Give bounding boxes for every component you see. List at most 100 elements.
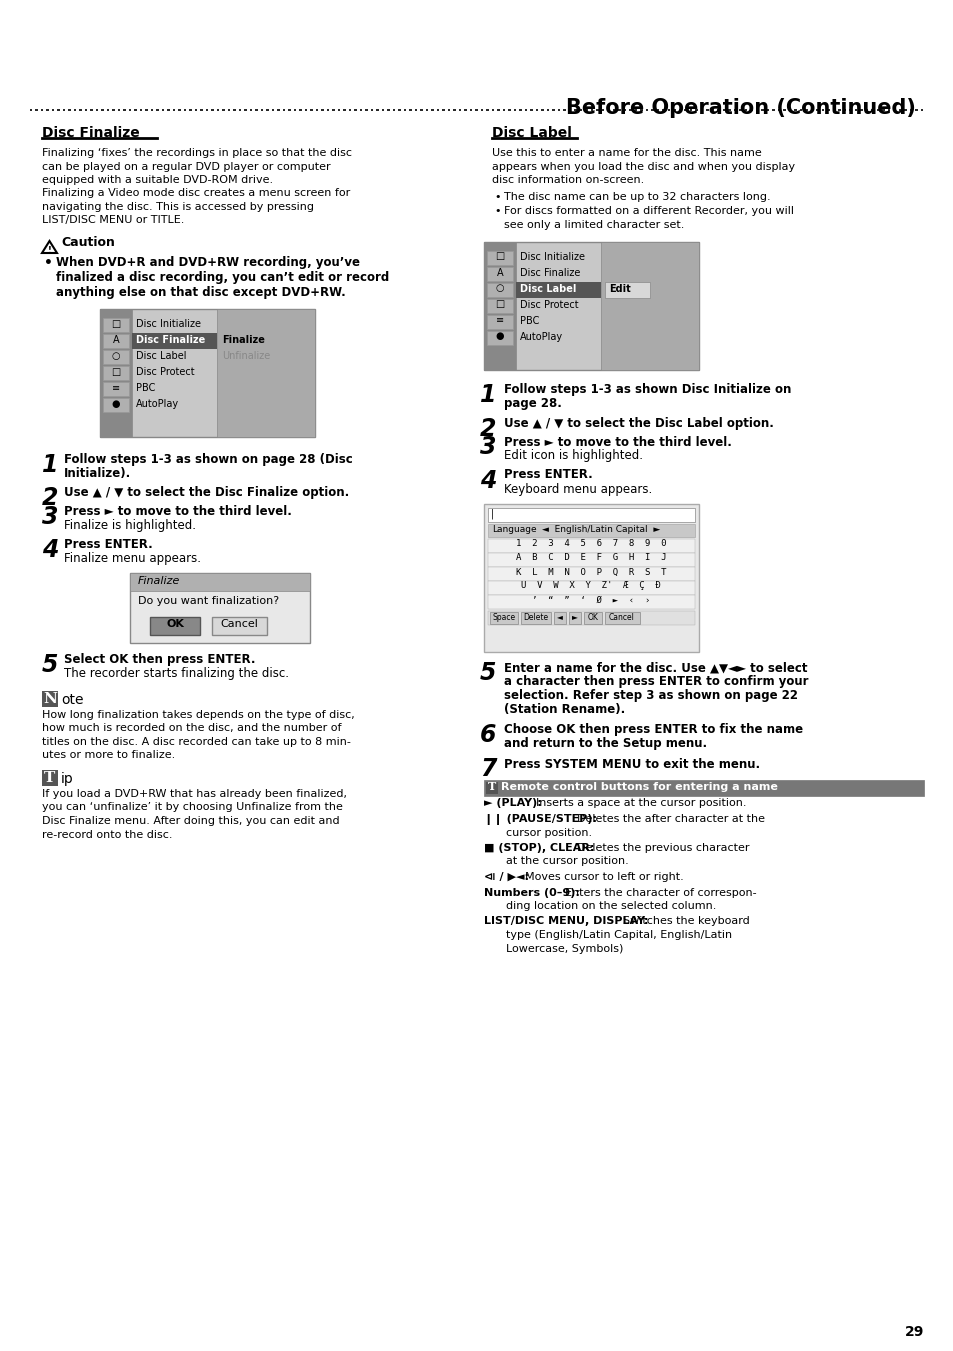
Text: 4: 4: [42, 538, 58, 562]
Text: ≡: ≡: [496, 316, 503, 326]
Text: Choose OK then press ENTER to fix the name: Choose OK then press ENTER to fix the na…: [503, 724, 802, 736]
Bar: [103, 317, 129, 332]
Text: Remote control buttons for entering a name: Remote control buttons for entering a na…: [500, 781, 777, 792]
Text: 5: 5: [42, 653, 58, 677]
Text: Deletes the previous character: Deletes the previous character: [577, 843, 748, 852]
Bar: [488, 539, 695, 553]
Text: Disc Label: Disc Label: [136, 351, 186, 361]
Text: ote: ote: [61, 693, 84, 707]
Text: appears when you load the disc and when you display: appears when you load the disc and when …: [492, 162, 794, 172]
Text: Finalize: Finalize: [222, 335, 265, 345]
Text: a character then press ENTER to confirm your: a character then press ENTER to confirm …: [503, 676, 807, 689]
Bar: [486, 266, 513, 281]
Bar: [488, 508, 695, 521]
Text: Caution: Caution: [61, 236, 114, 249]
Text: ip: ip: [61, 771, 73, 786]
Text: see only a limited character set.: see only a limited character set.: [503, 220, 683, 230]
Bar: [486, 315, 513, 328]
Text: 6: 6: [479, 724, 496, 747]
Text: Cancel: Cancel: [220, 619, 257, 630]
Text: Disc Initialize: Disc Initialize: [136, 319, 201, 330]
Text: Disc Protect: Disc Protect: [136, 367, 194, 377]
Text: K  L  M  N  O  P  Q  R  S  T: K L M N O P Q R S T: [516, 567, 665, 577]
Text: Follow steps 1-3 as shown on page 28 (Disc: Follow steps 1-3 as shown on page 28 (Di…: [64, 453, 353, 466]
Text: 1: 1: [479, 384, 496, 408]
Bar: [42, 770, 58, 786]
Bar: [483, 780, 923, 796]
Text: Disc Finalize: Disc Finalize: [136, 335, 205, 345]
Bar: [103, 366, 129, 380]
Text: U  V  W  X  Y  Z'  Æ  Ç  Ð: U V W X Y Z' Æ Ç Ð: [520, 581, 660, 590]
Bar: [604, 612, 639, 624]
Text: ❙❙ (PAUSE/STEP):: ❙❙ (PAUSE/STEP):: [483, 815, 597, 825]
Text: Before Operation (Continued): Before Operation (Continued): [565, 99, 915, 118]
Text: Delete: Delete: [523, 612, 548, 621]
Text: titles on the disc. A disc recorded can take up to 8 min-: titles on the disc. A disc recorded can …: [42, 738, 351, 747]
Text: Enter a name for the disc. Use ▲▼◄► to select: Enter a name for the disc. Use ▲▼◄► to s…: [503, 662, 806, 674]
Text: 2: 2: [42, 486, 58, 509]
Text: cursor position.: cursor position.: [505, 828, 592, 838]
Bar: [488, 523, 695, 536]
Text: Lowercase, Symbols): Lowercase, Symbols): [505, 943, 622, 954]
Text: ►: ►: [572, 612, 578, 621]
Text: Space: Space: [492, 612, 515, 621]
Text: LIST/DISC MENU, DISPLAY:: LIST/DISC MENU, DISPLAY:: [483, 916, 648, 927]
Text: ■ (STOP), CLEAR:: ■ (STOP), CLEAR:: [483, 843, 594, 852]
Bar: [488, 553, 695, 566]
Bar: [554, 612, 565, 624]
Text: Language: Language: [492, 524, 536, 534]
Text: Inserts a space at the cursor position.: Inserts a space at the cursor position.: [536, 798, 746, 808]
Text: Edit: Edit: [608, 284, 630, 293]
Text: •: •: [494, 207, 500, 216]
Text: utes or more to finalize.: utes or more to finalize.: [42, 751, 175, 761]
Bar: [132, 332, 216, 349]
Bar: [130, 573, 310, 590]
Text: Unfinalize: Unfinalize: [222, 351, 270, 361]
Text: Switches the keyboard: Switches the keyboard: [622, 916, 749, 927]
Bar: [520, 612, 551, 624]
Text: Select OK then press ENTER.: Select OK then press ENTER.: [64, 653, 255, 666]
Text: □: □: [112, 367, 120, 377]
Text: equipped with a suitable DVD-ROM drive.: equipped with a suitable DVD-ROM drive.: [42, 176, 273, 185]
Bar: [212, 617, 267, 635]
Text: Edit icon is highlighted.: Edit icon is highlighted.: [503, 450, 642, 462]
Text: ○: ○: [496, 284, 504, 293]
Bar: [483, 504, 699, 651]
Text: Finalizing ‘fixes’ the recordings in place so that the disc: Finalizing ‘fixes’ the recordings in pla…: [42, 149, 352, 158]
Text: Press SYSTEM MENU to exit the menu.: Press SYSTEM MENU to exit the menu.: [503, 758, 760, 770]
Text: Disc Finalize menu. After doing this, you can edit and: Disc Finalize menu. After doing this, yo…: [42, 816, 339, 825]
Text: Do you want finalization?: Do you want finalization?: [138, 596, 279, 607]
Bar: [486, 282, 513, 296]
Text: Disc Label: Disc Label: [519, 284, 576, 293]
Text: at the cursor position.: at the cursor position.: [505, 857, 628, 866]
Bar: [216, 309, 314, 436]
Text: 4: 4: [479, 469, 496, 493]
Text: PBC: PBC: [519, 316, 538, 326]
Text: how much is recorded on the disc, and the number of: how much is recorded on the disc, and th…: [42, 724, 341, 734]
Text: ◄: ◄: [557, 612, 562, 621]
Text: type (English/Latin Capital, English/Latin: type (English/Latin Capital, English/Lat…: [505, 929, 731, 940]
Text: A  B  C  D  E  F  G  H  I  J: A B C D E F G H I J: [516, 554, 665, 562]
Text: Enters the character of correspon-: Enters the character of correspon-: [564, 888, 756, 897]
Text: Disc Initialize: Disc Initialize: [519, 251, 584, 262]
Text: |: |: [491, 508, 494, 519]
Text: □: □: [112, 319, 120, 330]
Text: 3: 3: [42, 505, 58, 530]
Bar: [100, 309, 314, 436]
Bar: [583, 612, 601, 624]
Text: you can ‘unfinalize’ it by choosing Unfinalize from the: you can ‘unfinalize’ it by choosing Unfi…: [42, 802, 342, 812]
Text: finalized a disc recording, you can’t edit or record: finalized a disc recording, you can’t ed…: [56, 272, 389, 284]
Text: Keyboard menu appears.: Keyboard menu appears.: [503, 482, 652, 496]
Bar: [568, 612, 580, 624]
Text: ding location on the selected column.: ding location on the selected column.: [505, 901, 716, 911]
Text: Press ENTER.: Press ENTER.: [64, 538, 152, 551]
Text: Use ▲ / ▼ to select the Disc Label option.: Use ▲ / ▼ to select the Disc Label optio…: [503, 416, 773, 430]
Text: (Station Rename).: (Station Rename).: [503, 704, 624, 716]
Text: □: □: [495, 300, 504, 309]
Bar: [488, 566, 695, 581]
Text: Disc Finalize: Disc Finalize: [519, 267, 579, 277]
Bar: [488, 611, 695, 624]
Text: N: N: [43, 692, 57, 707]
Text: How long finalization takes depends on the type of disc,: How long finalization takes depends on t…: [42, 711, 355, 720]
Text: Disc Finalize: Disc Finalize: [42, 126, 139, 141]
